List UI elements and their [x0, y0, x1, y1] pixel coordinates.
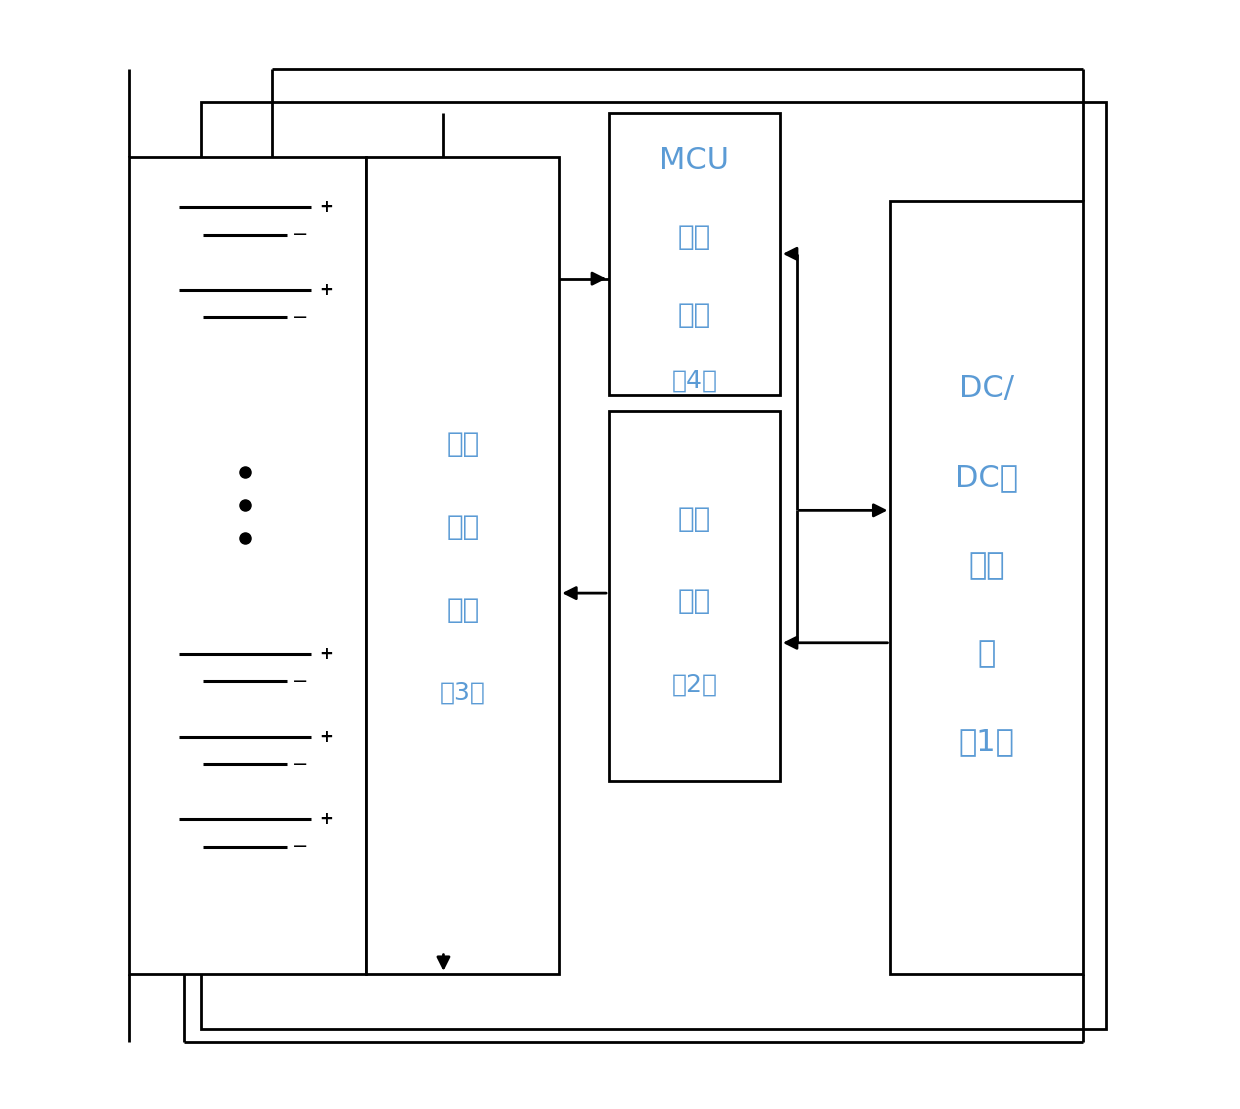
Text: DC/: DC/	[960, 375, 1014, 404]
Text: MCU: MCU	[660, 145, 729, 174]
Bar	[366, 157, 559, 974]
Text: 开关: 开关	[446, 513, 480, 541]
Text: （2）: （2）	[672, 672, 718, 696]
Text: 均衡: 均衡	[446, 430, 480, 458]
Text: 换电: 换电	[968, 551, 1006, 580]
Text: −: −	[293, 837, 309, 856]
Text: +: +	[319, 197, 332, 216]
Bar	[129, 157, 366, 974]
Bar	[201, 102, 1106, 1029]
Text: −: −	[293, 672, 309, 691]
Bar	[609, 411, 780, 781]
Text: 理器: 理器	[678, 301, 711, 328]
Text: 恒流: 恒流	[678, 505, 711, 532]
Text: （4）: （4）	[672, 368, 718, 393]
Bar	[890, 202, 1084, 974]
Text: −: −	[293, 308, 309, 327]
Text: （1）: （1）	[959, 728, 1014, 756]
Text: DC转: DC转	[955, 462, 1018, 491]
Text: +: +	[319, 644, 332, 663]
Text: 电路: 电路	[678, 588, 711, 615]
Text: 微处: 微处	[678, 223, 711, 252]
Text: 电路: 电路	[446, 596, 480, 623]
Text: +: +	[319, 281, 332, 298]
Bar	[609, 113, 780, 395]
Text: −: −	[293, 225, 309, 244]
Text: −: −	[293, 754, 309, 774]
Text: （3）: （3）	[440, 681, 486, 704]
Text: +: +	[319, 811, 332, 828]
Text: 路: 路	[978, 639, 996, 669]
Text: +: +	[319, 728, 332, 745]
